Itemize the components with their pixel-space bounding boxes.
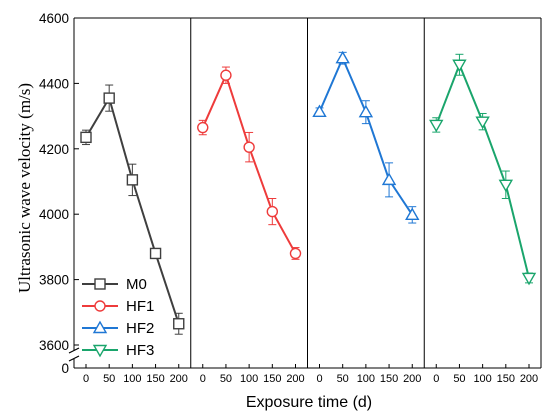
y-tick-label: 0 bbox=[61, 361, 69, 376]
x-tick-label: 150 bbox=[146, 373, 164, 385]
series-hf1 bbox=[197, 66, 302, 260]
data-point bbox=[498, 179, 514, 193]
legend: M0 HF1 HF2 HF3 bbox=[82, 276, 154, 359]
y-tick-label: 4600 bbox=[39, 11, 69, 26]
data-point bbox=[80, 131, 92, 144]
data-point bbox=[429, 119, 444, 133]
legend-entry: M0 bbox=[82, 276, 147, 293]
x-tick-label: 200 bbox=[520, 373, 538, 385]
data-point bbox=[173, 318, 185, 330]
x-tick-label: 200 bbox=[286, 373, 304, 385]
x-tick-label: 100 bbox=[473, 373, 491, 385]
axis-break-mark bbox=[68, 347, 80, 354]
x-tick-label: 100 bbox=[123, 373, 141, 385]
x-tick-label: 200 bbox=[403, 373, 421, 385]
data-point bbox=[475, 116, 490, 130]
series-line bbox=[318, 55, 414, 216]
x-tick-label: 50 bbox=[103, 373, 115, 385]
data-point bbox=[92, 320, 108, 334]
series-hf3 bbox=[429, 53, 537, 286]
y-tick-label: 4200 bbox=[39, 142, 69, 157]
x-tick-label: 100 bbox=[357, 373, 375, 385]
data-point bbox=[149, 247, 162, 260]
data-point bbox=[126, 174, 139, 186]
legend-label: HF2 bbox=[126, 320, 154, 337]
data-point bbox=[197, 121, 209, 134]
x-tick-label: 0 bbox=[200, 373, 206, 385]
legend-entry: HF2 bbox=[82, 320, 154, 337]
data-point bbox=[289, 247, 302, 260]
x-axis-label: Exposure time (d) bbox=[246, 394, 372, 411]
x-tick-label: 0 bbox=[433, 373, 439, 385]
x-tick-label: 50 bbox=[453, 373, 465, 385]
legend-entry: HF1 bbox=[82, 298, 154, 315]
series-hf2 bbox=[312, 50, 420, 224]
legend-label: M0 bbox=[126, 276, 147, 293]
axis-break-mark bbox=[68, 355, 80, 362]
series-line bbox=[201, 72, 297, 254]
data-point bbox=[266, 205, 279, 218]
data-point bbox=[452, 59, 467, 73]
data-point bbox=[312, 104, 327, 118]
data-point bbox=[92, 344, 108, 358]
data-point bbox=[103, 92, 115, 104]
x-tick-label: 150 bbox=[497, 373, 515, 385]
x-tick-label: 0 bbox=[316, 373, 322, 385]
y-axis-label: Ultrasonic wave velocity (m/s) bbox=[15, 83, 34, 293]
y-tick-label: 3600 bbox=[39, 338, 69, 353]
data-point bbox=[94, 278, 106, 290]
y-tick-label: 4400 bbox=[39, 76, 69, 91]
data-point bbox=[405, 207, 420, 221]
data-point bbox=[243, 141, 255, 153]
axes: 3600 3800 4000 4200 4400 4600 0 0 50 100 150 200 0 50… bbox=[39, 11, 542, 385]
plot-area bbox=[80, 50, 537, 335]
x-tick-label: 50 bbox=[337, 373, 349, 385]
x-tick-label: 0 bbox=[83, 373, 89, 385]
legend-entry: HF3 bbox=[82, 342, 154, 359]
y-tick-label: 4000 bbox=[39, 207, 69, 222]
y-tick-label: 3800 bbox=[39, 273, 69, 288]
x-tick-label: 200 bbox=[170, 373, 188, 385]
data-point bbox=[381, 172, 397, 186]
data-point bbox=[220, 69, 232, 81]
x-tick-label: 50 bbox=[220, 373, 232, 385]
x-tick-label: 150 bbox=[263, 373, 281, 385]
data-point bbox=[335, 50, 350, 64]
x-tick-label: 100 bbox=[240, 373, 258, 385]
data-point bbox=[521, 272, 537, 286]
data-point bbox=[358, 104, 374, 118]
legend-label: HF1 bbox=[126, 298, 154, 315]
legend-label: HF3 bbox=[126, 342, 154, 359]
x-tick-label: 150 bbox=[380, 373, 398, 385]
data-point bbox=[94, 300, 106, 312]
series-m0 bbox=[80, 84, 185, 335]
series-line bbox=[435, 62, 530, 279]
